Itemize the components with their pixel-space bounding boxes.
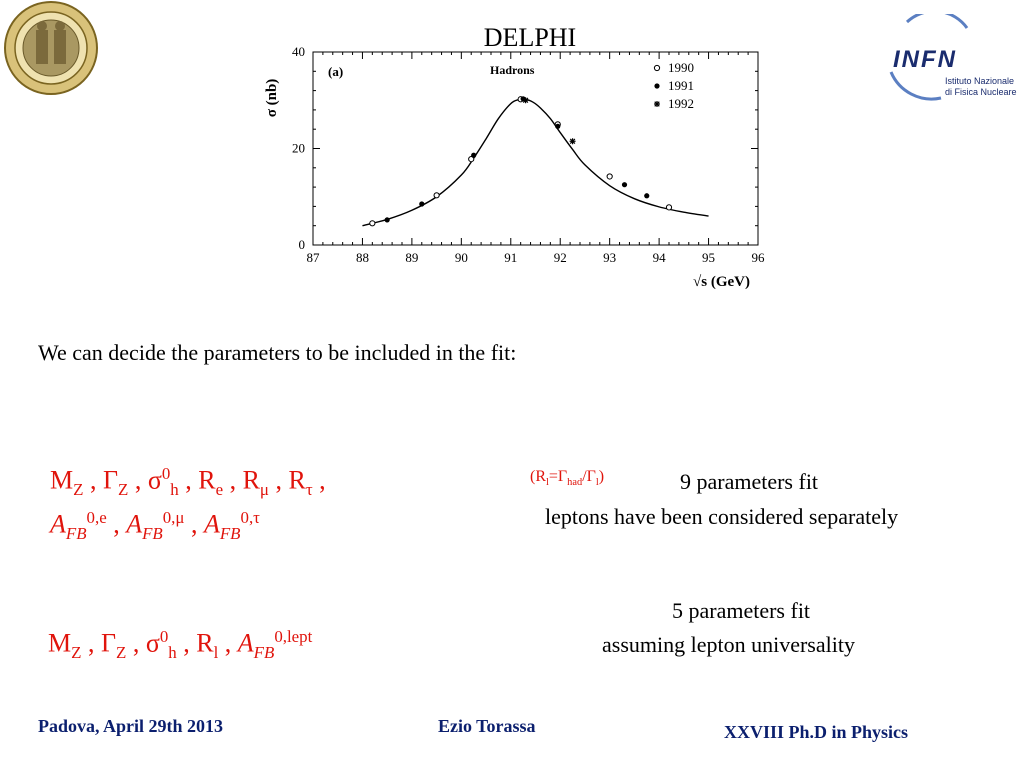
infn-logo: INFN Istituto Nazionale di Fisica Nuclea… [885, 9, 1020, 104]
x-tick-label: 96 [752, 250, 766, 265]
nine-parameter-formula-line1: MZ , ΓZ , σ0h , Re , Rμ , Rτ , [50, 464, 326, 499]
x-tick-label: 87 [307, 250, 321, 265]
legend-entry-1991: 1991 [668, 78, 694, 93]
footer-author: Ezio Torassa [438, 716, 536, 736]
nine-parameter-fit-label: 9 parameters fit [680, 469, 819, 494]
data-point-1990 [665, 204, 673, 211]
x-tick-label: 92 [554, 250, 567, 265]
data-point-1991 [621, 182, 628, 188]
five-parameter-fit-label: 5 parameters fit [672, 598, 811, 623]
lepton-ratio-definition: (Rl=Γhad/Γl) [530, 468, 605, 489]
y-tick-label: 0 [299, 237, 306, 252]
x-tick-label: 90 [455, 250, 468, 265]
x-tick-label: 91 [504, 250, 517, 265]
data-point-1991 [555, 123, 561, 129]
data-point-1990 [468, 156, 475, 163]
data-point-1991 [644, 193, 650, 199]
data-point-1991 [384, 217, 390, 223]
data-point-1992 [569, 138, 576, 145]
x-tick-label: 95 [702, 250, 715, 265]
data-point-1992 [522, 97, 529, 104]
five-parameter-fit-note: assuming lepton universality [602, 632, 855, 657]
legend-marker-1991 [654, 83, 660, 89]
legend-entry-1992: 1992 [668, 96, 694, 111]
data-point-1990 [369, 220, 376, 227]
fit-curve [362, 98, 709, 227]
x-tick-label: 94 [653, 250, 667, 265]
five-parameter-formula: MZ , ΓZ , σ0h , Rl , AFB0,lept [48, 627, 313, 662]
data-point-1991 [471, 152, 477, 158]
data-point-1991 [419, 201, 425, 207]
legend-marker-1992 [654, 101, 660, 107]
panel-label: (a) [328, 64, 343, 79]
footer-location-date: Padova, April 29th 2013 [38, 716, 224, 736]
y-tick-label: 40 [292, 44, 305, 59]
legend-entry-1990: 1990 [668, 60, 694, 75]
infn-logo-line1: Istituto Nazionale [945, 76, 1015, 86]
x-tick-label: 88 [356, 250, 369, 265]
padova-university-seal [2, 0, 100, 96]
y-tick-label: 20 [292, 141, 305, 156]
data-point-1990 [606, 173, 613, 180]
infn-logo-name: INFN [893, 46, 957, 73]
footer-course: XXVIII Ph.D in Physics [724, 722, 909, 742]
intro-sentence: We can decide the parameters to be inclu… [38, 340, 517, 365]
x-tick-label: 93 [603, 250, 616, 265]
infn-logo-line2: di Fisica Nucleare [945, 87, 1017, 97]
y-axis-label: σ (nb) [264, 79, 280, 118]
chart-title: DELPHI [484, 23, 576, 52]
data-point-1990 [433, 192, 440, 199]
x-tick-label: 89 [405, 250, 418, 265]
delphi-hadron-cross-section-chart: DELPHI 87 88 89 90 91 92 93 94 95 96 0 20 40 1990 1991… [264, 23, 766, 290]
legend-marker-1990 [653, 64, 661, 72]
x-axis-label: √s (GeV) [693, 274, 750, 290]
nine-parameter-formula-line2: AFB0,e , AFB0,μ , AFB0,τ [50, 508, 260, 543]
chart-subtitle: Hadrons [490, 63, 535, 77]
nine-parameter-fit-note: leptons have been considered separately [545, 504, 899, 529]
